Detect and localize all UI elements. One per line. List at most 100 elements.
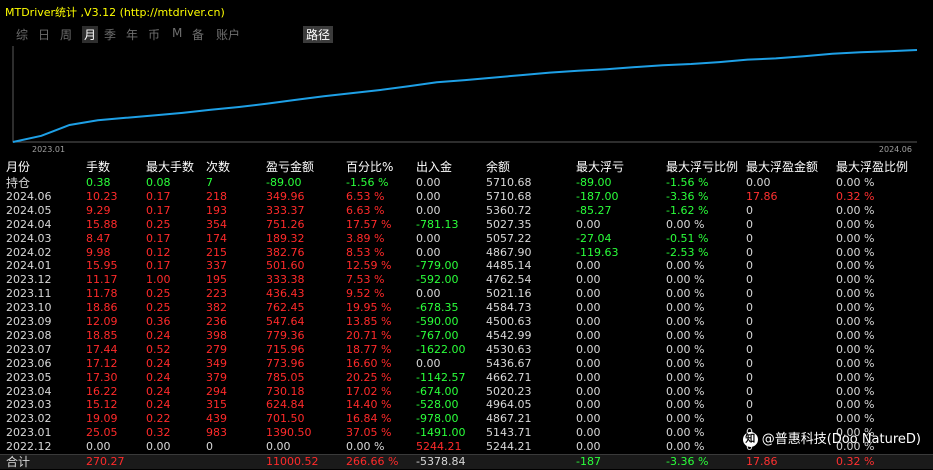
table-cell: 0.00 % xyxy=(666,370,705,384)
table-cell: 0.00 xyxy=(416,287,441,301)
table-row: 2024.03 8.47 0.17 174 189.32 3.89 % 0.00 5057.2… xyxy=(0,232,933,246)
table-cell: 0.00 % xyxy=(666,315,705,328)
table-cell: 439 xyxy=(206,412,227,426)
table-cell: -590.00 xyxy=(416,315,459,328)
tab-6[interactable]: 币 xyxy=(148,28,161,42)
table-cell: 2023.11 xyxy=(6,287,52,301)
table-cell: 0 xyxy=(746,203,753,217)
table-cell: 624.84 xyxy=(266,398,305,412)
table-cell: 5710.68 xyxy=(486,189,532,203)
table-cell: 279 xyxy=(206,342,227,356)
table-cell: 0.00 % xyxy=(836,412,875,426)
tab-4[interactable]: 季 xyxy=(104,28,117,42)
holding-row: 持仓 0.38 0.08 7 -89.00 -1.56 % 0.00 5710.68 -89.0… xyxy=(0,176,933,190)
table-cell: 0.22 xyxy=(146,412,171,426)
table-cell: -1.62 % xyxy=(666,203,709,217)
tab-8[interactable]: 备 xyxy=(192,28,205,42)
table-cell: 2024.05 xyxy=(6,203,52,217)
table-cell: 0.08 xyxy=(146,176,171,189)
table-cell: 14.40 % xyxy=(346,398,392,412)
table-cell: 7 xyxy=(206,176,213,189)
table-cell: 195 xyxy=(206,273,227,287)
table-cell: -674.00 xyxy=(416,384,459,398)
table-cell: 5143.71 xyxy=(486,426,532,440)
column-header: 盈亏金额 xyxy=(266,160,315,174)
tab-2[interactable]: 周 xyxy=(60,28,73,42)
table-cell: 333.38 xyxy=(266,273,305,287)
table-row: 2023.01 25.05 0.32 983 1390.50 37.05 % -1491.0… xyxy=(0,426,933,440)
table-cell: 4485.14 xyxy=(486,259,532,273)
table-cell: 8.47 xyxy=(86,231,111,245)
table-cell: 751.26 xyxy=(266,217,305,231)
total-row: 合计 270.27 11000.52 266.66 % -5378.84 -187 -3.3… xyxy=(0,454,933,469)
table-cell: 0.00 xyxy=(86,440,111,454)
table-cell: 5436.67 xyxy=(486,356,532,370)
table-cell: 2023.06 xyxy=(6,356,52,370)
table-cell: 0.00 xyxy=(576,398,601,412)
table-cell: 5360.72 xyxy=(486,203,532,217)
table-cell: 0.00 % xyxy=(836,287,875,301)
table-cell: 17.12 xyxy=(86,356,118,370)
table-cell: 349.96 xyxy=(266,189,305,203)
title-bar: MTDriver统计 ,V3.12 (http://mtdriver.cn) xyxy=(0,0,933,22)
table-cell: 0 xyxy=(746,301,753,315)
table-cell: 0 xyxy=(746,398,753,412)
table-cell: -187.00 xyxy=(576,189,619,203)
table-cell: 223 xyxy=(206,287,227,301)
table-cell: 0.00 % xyxy=(836,231,875,245)
watermark-text: @普惠科技(Doo NatureD) xyxy=(761,432,921,447)
table-cell: 0.12 xyxy=(146,245,171,259)
tab-9[interactable]: 账户 xyxy=(216,28,241,42)
table-cell: 0.00 % xyxy=(836,440,875,454)
table-row: 2024.01 15.95 0.17 337 501.60 12.59 % -779.00 4… xyxy=(0,259,933,273)
table-cell: 11000.52 xyxy=(266,455,319,468)
table-cell: 2023.04 xyxy=(6,384,52,398)
table-cell: 0.24 xyxy=(146,328,171,342)
window-title: MTDriver统计 ,V3.12 (http://mtdriver.cn) xyxy=(5,6,225,19)
table-cell: 13.85 % xyxy=(346,315,392,328)
tab-1[interactable]: 日 xyxy=(38,28,51,42)
table-cell: 0.00 % xyxy=(836,398,875,412)
table-cell: -187 xyxy=(576,455,601,468)
table-cell: 236 xyxy=(206,315,227,328)
tab-3[interactable]: 月 xyxy=(82,26,99,43)
column-header: 月份 xyxy=(6,160,31,174)
table-cell: -779.00 xyxy=(416,259,459,273)
table-cell: 0 xyxy=(746,328,753,342)
table-cell: -3.36 % xyxy=(666,189,709,203)
table-cell: 0 xyxy=(746,273,753,287)
table-cell: 12.59 % xyxy=(346,259,392,273)
table-row: 2023.02 19.09 0.22 439 701.50 16.84 % -978.00 4… xyxy=(0,412,933,426)
table-cell: 0.00 xyxy=(576,384,601,398)
table-cell: 0.00 xyxy=(266,440,291,454)
table-cell: 0.00 xyxy=(576,287,601,301)
table-row: 2022.12 0.00 0.00 0 0.00 0.00 % 5244.21 5244.21… xyxy=(0,440,933,454)
table-row: 2024.02 9.98 0.12 215 382.76 8.53 % 0.00 4867.9… xyxy=(0,246,933,260)
table-cell: 7.53 % xyxy=(346,273,385,287)
table-cell: 0.00 % xyxy=(836,315,875,328)
table-cell: 4530.63 xyxy=(486,342,532,356)
tab-7[interactable]: M xyxy=(172,26,183,40)
table-cell: 0.00 % xyxy=(836,426,875,440)
table-cell: 37.05 % xyxy=(346,426,392,440)
table-row: 2023.12 11.17 1.00 195 333.38 7.53 % -592.00 47… xyxy=(0,273,933,287)
x-end-label: 2024.06 xyxy=(879,145,912,154)
table-cell: 0.00 % xyxy=(666,398,705,412)
table-cell: 382.76 xyxy=(266,245,305,259)
zhihu-icon: 知 xyxy=(742,432,758,447)
table-cell: 0.00 % xyxy=(666,384,705,398)
tab-5[interactable]: 年 xyxy=(126,28,139,42)
table-cell: 0.17 xyxy=(146,259,171,273)
table-cell: 2024.04 xyxy=(6,217,52,231)
table-cell: 0.00 xyxy=(576,273,601,287)
table-cell: 354 xyxy=(206,217,227,231)
table-cell: 0 xyxy=(746,217,753,231)
tab-0[interactable]: 综 xyxy=(16,28,29,42)
table-cell: 0.00 xyxy=(576,342,601,356)
table-cell: 18.77 % xyxy=(346,342,392,356)
tab-10[interactable]: 路径 xyxy=(303,26,334,43)
table-cell: 0.00 xyxy=(416,176,441,189)
table-cell: 19.95 % xyxy=(346,301,392,315)
table-cell: 315 xyxy=(206,398,227,412)
table-cell: 0.00 xyxy=(576,301,601,315)
